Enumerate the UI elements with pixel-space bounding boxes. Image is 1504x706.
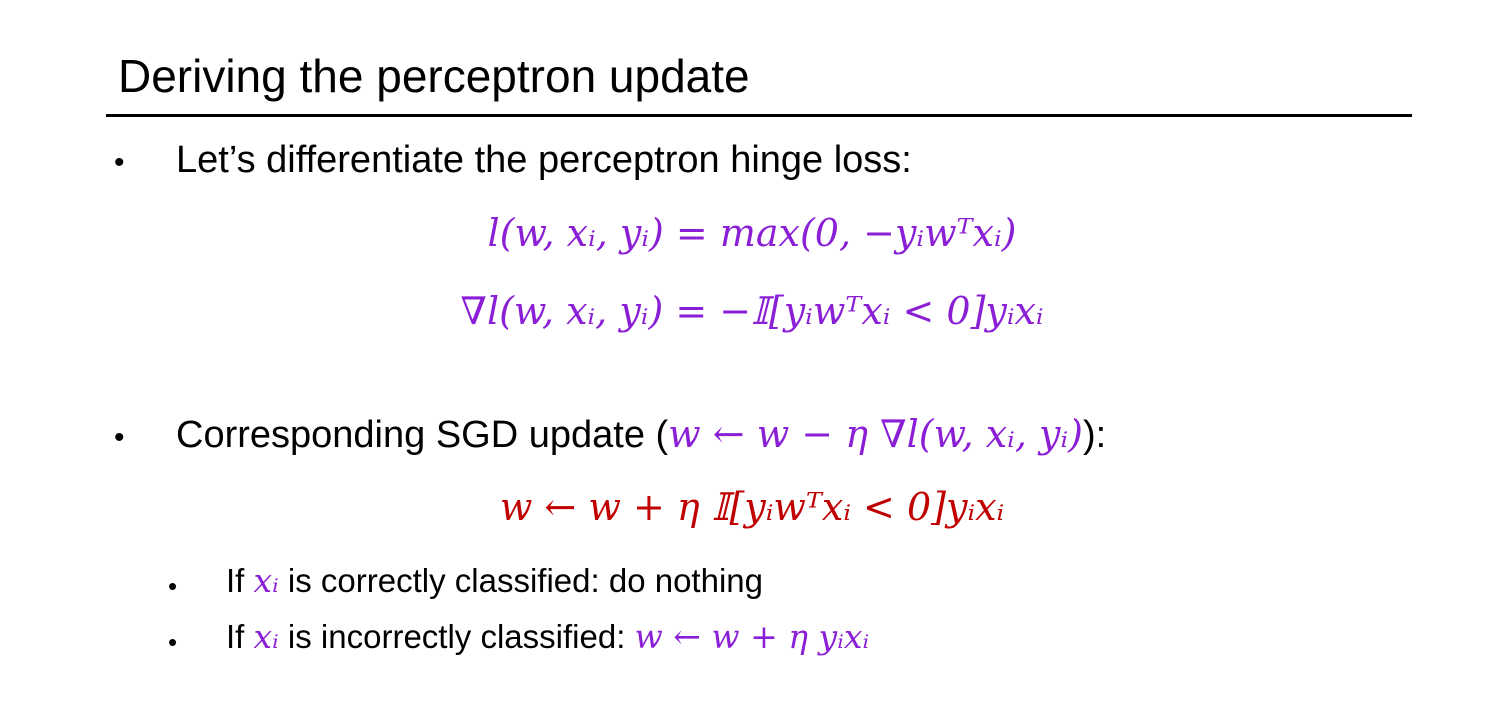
title-underline [106,114,1412,117]
sub-bullet-marker: • [168,571,178,601]
bullet-2-text-before: Corresponding SGD update ( [176,414,669,456]
bullet-marker: • [114,146,125,179]
sgd-update-rule: w ← w − η ∇l(w, xᵢ, yᵢ) [668,412,1083,456]
sub-bullet-1-prefix: If [226,562,254,599]
perceptron-update-equation: w ← w + η 𝕀[yᵢwᵀxᵢ < 0]yᵢxᵢ [499,485,1005,529]
slide-title: Deriving the perceptron update [118,50,750,102]
bullet-2-text: Corresponding SGD update (w ← w − η ∇l(w… [176,410,1106,459]
bullet-marker: • [114,421,125,454]
sub-bullet-2-text: If xᵢ is incorrectly classified: w ← w +… [226,615,869,659]
gradient-equation: ∇l(w, xᵢ, yᵢ) = −𝕀[yᵢwᵀxᵢ < 0]yᵢxᵢ [460,289,1044,333]
sub-bullet-2-prefix: If [226,618,254,655]
sub-bullet-2-suffix: is incorrectly classified: [278,618,635,655]
sub-bullet-1-suffix: is correctly classified: do nothing [278,562,763,599]
sub-bullet-1-math: xᵢ [253,561,279,600]
sub-bullet-marker: • [168,627,178,657]
sub-bullet-2-math: xᵢ [253,617,279,656]
sub-bullet-1-text: If xᵢ is correctly classified: do nothin… [226,559,763,603]
hinge-loss-equation: l(w, xᵢ, yᵢ) = max(0, −yᵢwᵀxᵢ) [487,211,1017,255]
bullet-2-text-after: ): [1082,414,1107,456]
bullet-1-text: Let’s differentiate the perceptron hinge… [176,139,912,181]
sub-bullet-2-update-rule: w ← w + η yᵢxᵢ [634,617,870,656]
